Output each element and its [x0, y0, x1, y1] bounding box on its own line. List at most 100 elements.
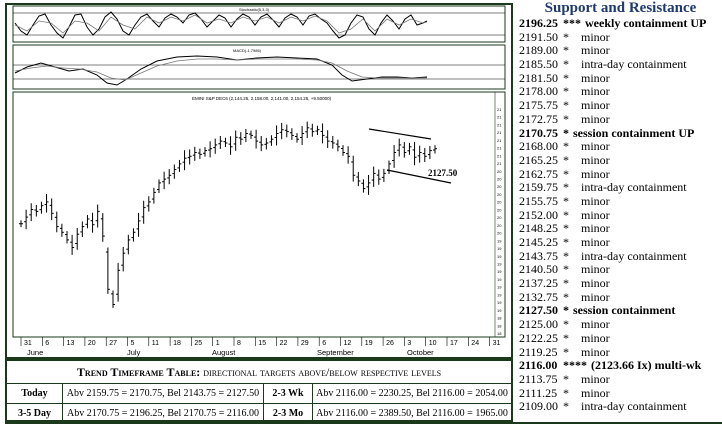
- strength-stars: *: [563, 43, 569, 58]
- macd-signal-line: [14, 58, 427, 81]
- ohlc-bar: [44, 193, 49, 213]
- level-value: 2170.75: [519, 125, 558, 140]
- ohlc-bar: [315, 125, 320, 136]
- date-tick-label: 31: [493, 340, 501, 347]
- list-item: 2152.00 * minor: [519, 207, 722, 223]
- month-label: June: [27, 348, 43, 357]
- level-value: 2125.00: [519, 317, 558, 332]
- period-label: 2-3 Wk: [264, 384, 313, 403]
- month-label: October: [407, 348, 434, 357]
- list-item: 2109.00 * intra-day containment: [519, 399, 722, 414]
- ohlc-bar: [387, 160, 391, 174]
- date-tick-label: 25: [194, 340, 202, 347]
- price-tick-label: 20: [497, 184, 502, 189]
- level-note: (2123.66 Ix) multi-wk: [591, 358, 702, 373]
- ohlc-bar: [397, 138, 402, 157]
- list-item: 2127.50 * session containment: [519, 304, 722, 318]
- short-term-targets: Abv 2170.75 = 2196.25, Bel 2170.75 = 211…: [63, 404, 264, 423]
- ohlc-bar: [341, 145, 345, 156]
- strength-stars: *: [563, 317, 569, 332]
- ohlc-bar: [243, 128, 248, 143]
- ohlc-bar: [80, 221, 85, 238]
- price-tick-label: 21: [497, 153, 502, 158]
- strength-stars: *: [563, 180, 569, 195]
- date-tick-label: 6: [322, 340, 326, 347]
- ohlc-bar: [233, 130, 238, 151]
- date-tick-label: 8: [237, 340, 241, 347]
- date-tick-label: 13: [67, 340, 75, 347]
- ohlc-bar: [351, 155, 356, 182]
- list-item: 2191.50 * minor: [519, 30, 722, 45]
- price-axis: 21 21 21 21 21 21 21 21 20 20 20 20 20 20 20 20 20 19 19 19…: [497, 107, 502, 336]
- trend-table-title-main: Trend Timeframe Table:: [76, 365, 201, 379]
- date-tick-label: 3: [407, 340, 411, 347]
- ohlc-bar: [197, 148, 202, 159]
- price-tick-label: 18: [497, 316, 502, 321]
- channel-lower-line: [386, 169, 452, 184]
- price-tick-label: 19: [497, 308, 502, 313]
- strength-stars: *: [563, 276, 569, 291]
- level-note: minor: [581, 152, 610, 167]
- price-tick-label: 21: [497, 130, 502, 135]
- ohlc-bar: [100, 213, 105, 242]
- list-item: 2125.00 * minor: [519, 317, 722, 332]
- strength-stars: *: [563, 152, 569, 167]
- price-tick-label: 21: [497, 146, 502, 151]
- level-value: 2143.75: [519, 248, 558, 263]
- price-tick-label: 21: [497, 161, 502, 166]
- long-term-targets: Abv 2116.00 = 2389.50, Bel 2116.00 = 196…: [316, 408, 508, 419]
- date-tick-label: 1: [216, 340, 220, 347]
- month-label: August: [212, 348, 236, 357]
- ohlc-bar: [228, 136, 233, 155]
- channel-upper-line: [368, 128, 432, 140]
- ohlc-bar: [213, 138, 218, 154]
- list-item: 2181.50 * minor: [519, 71, 722, 86]
- list-item: 2137.25 * minor: [519, 276, 722, 291]
- ohlc-bar: [90, 212, 95, 233]
- ohlc-bar: [259, 135, 264, 152]
- level-value: 2175.75: [519, 98, 558, 113]
- ohlc-bar: [223, 137, 228, 147]
- level-value: 2168.00: [519, 139, 558, 154]
- date-tick-label: 6: [45, 340, 49, 347]
- ohlc-bar: [402, 142, 407, 158]
- macd-pane: [12, 44, 506, 90]
- ohlc-bar: [34, 204, 39, 217]
- ohlc-bar: [19, 220, 23, 228]
- ohlc-bar: [218, 135, 223, 149]
- level-note: minor: [581, 221, 610, 236]
- strength-stars: *: [563, 248, 569, 263]
- row-label: 3-5 Day: [7, 404, 63, 423]
- level-note: minor: [581, 344, 610, 359]
- level-note: minor: [581, 207, 610, 222]
- ohlc-bar: [192, 146, 197, 161]
- list-item: 2143.75 * intra-day containment: [519, 248, 722, 264]
- ohlc-bar: [177, 159, 182, 172]
- level-value: 2145.25: [519, 235, 558, 249]
- ohlc-bar: [182, 150, 187, 171]
- ohlc-bar: [356, 171, 361, 187]
- date-tick-label: 12: [344, 340, 352, 347]
- list-item: 2162.75 * minor: [519, 166, 722, 182]
- stochastic-pane: [12, 5, 506, 43]
- macd-line: [14, 55, 428, 86]
- strength-stars: *: [563, 166, 569, 181]
- price-tick-label: 20: [497, 207, 502, 212]
- ohlc-bar: [417, 145, 422, 163]
- ohlc-bar: [376, 169, 381, 185]
- ohlc-bar: [427, 146, 432, 160]
- level-note: minor: [581, 289, 610, 304]
- trend-table-title-sub: directional targets above/below respecti…: [203, 365, 442, 379]
- strength-stars: *: [563, 344, 569, 359]
- ohlc-bar: [85, 215, 90, 229]
- date-tick-label: 29: [301, 340, 309, 347]
- ohlc-bar: [126, 234, 131, 255]
- ohlc-bar: [412, 141, 417, 166]
- level-note: minor: [581, 235, 610, 249]
- chart-panel: Stochastic(5,3,3) MACD(-1.7986) EMINI S&…: [5, 3, 513, 359]
- price-tick-label: 20: [497, 169, 502, 174]
- list-item: 2168.00 * minor: [519, 139, 722, 154]
- ohlc-bar: [65, 231, 69, 244]
- ohlc-bar: [295, 133, 299, 143]
- level-note: minor: [581, 139, 610, 154]
